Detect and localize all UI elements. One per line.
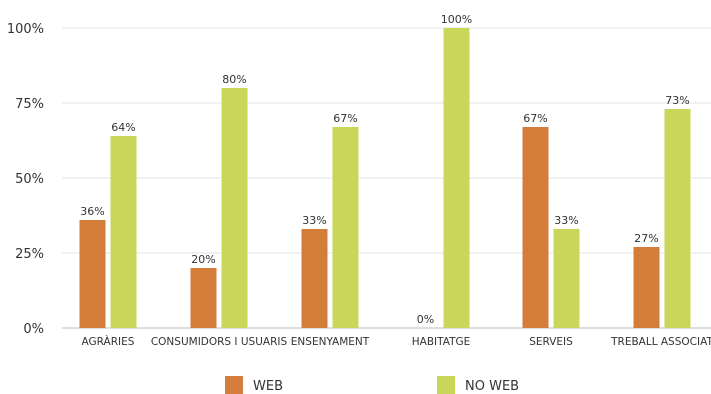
category-label: AGRÀRIES	[82, 335, 135, 348]
bar-web	[301, 229, 328, 328]
y-tick-label: 25%	[15, 247, 44, 262]
bar-no-web	[332, 127, 359, 328]
data-label: 33%	[302, 214, 326, 227]
data-label: 33%	[554, 214, 578, 227]
bar-no-web	[664, 109, 691, 328]
data-label: 73%	[665, 94, 689, 107]
data-label: 67%	[333, 112, 357, 125]
category-label: HABITATGE	[412, 336, 471, 348]
bar-web	[190, 268, 217, 328]
y-tick-label: 50%	[15, 172, 44, 187]
bar-no-web	[553, 229, 580, 328]
category-label: CONSUMIDORS I USUARIS	[151, 336, 288, 348]
legend-label: WEB	[253, 379, 283, 394]
y-axis-ticks: 0% 25% 50% 75% 100%	[7, 22, 44, 337]
gridlines	[62, 27, 711, 329]
category-label: SERVEIS	[529, 336, 573, 348]
y-tick-label: 0%	[23, 322, 44, 337]
category-label: TREBALL ASSOCIAT	[610, 336, 711, 348]
data-label: 0%	[417, 313, 434, 326]
bar-no-web	[221, 88, 248, 328]
bars: 36% 64% 20% 80% 33% 67% 0% 100% 67% 33% 27% 73%	[79, 13, 691, 328]
data-label: 27%	[634, 232, 658, 245]
bar-no-web	[443, 28, 470, 328]
data-label: 64%	[111, 121, 135, 134]
data-label: 80%	[222, 73, 246, 86]
y-tick-label: 100%	[7, 22, 44, 37]
legend: WEB NO WEB	[225, 376, 519, 394]
bar-web	[633, 247, 660, 328]
legend-swatch	[437, 376, 455, 394]
data-label: 20%	[191, 253, 215, 266]
category-labels: AGRÀRIES CONSUMIDORS I USUARIS ENSENYAMENT…	[82, 335, 711, 348]
category-label: ENSENYAMENT	[291, 336, 370, 348]
bar-web	[522, 127, 549, 328]
data-label: 67%	[523, 112, 547, 125]
data-label: 100%	[441, 13, 472, 26]
bar-no-web	[110, 136, 137, 328]
legend-swatch	[225, 376, 243, 394]
data-label: 36%	[80, 205, 104, 218]
y-tick-label: 75%	[15, 97, 44, 112]
legend-label: NO WEB	[465, 379, 519, 394]
bar-web	[79, 220, 106, 328]
